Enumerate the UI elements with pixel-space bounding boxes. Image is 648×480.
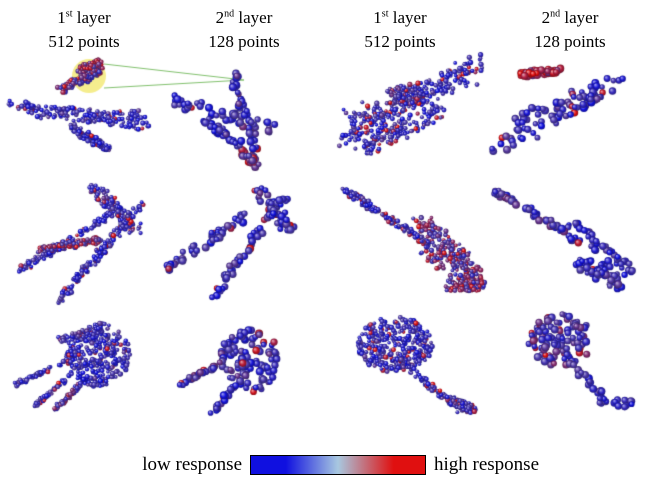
- column-header-2: 2nd layer 128 points: [208, 8, 280, 51]
- column-header-4: 2nd layer 128 points: [534, 8, 606, 51]
- column-header-1: 1st layer 512 points: [48, 8, 120, 51]
- high-response-label: high response: [434, 454, 540, 475]
- column-header-3: 1st layer 512 points: [364, 8, 436, 51]
- color-scale-bar: [250, 455, 426, 475]
- low-response-label: low response: [142, 454, 242, 475]
- point-cloud-panels: [0, 0, 648, 452]
- response-legend: low response high response: [0, 452, 648, 480]
